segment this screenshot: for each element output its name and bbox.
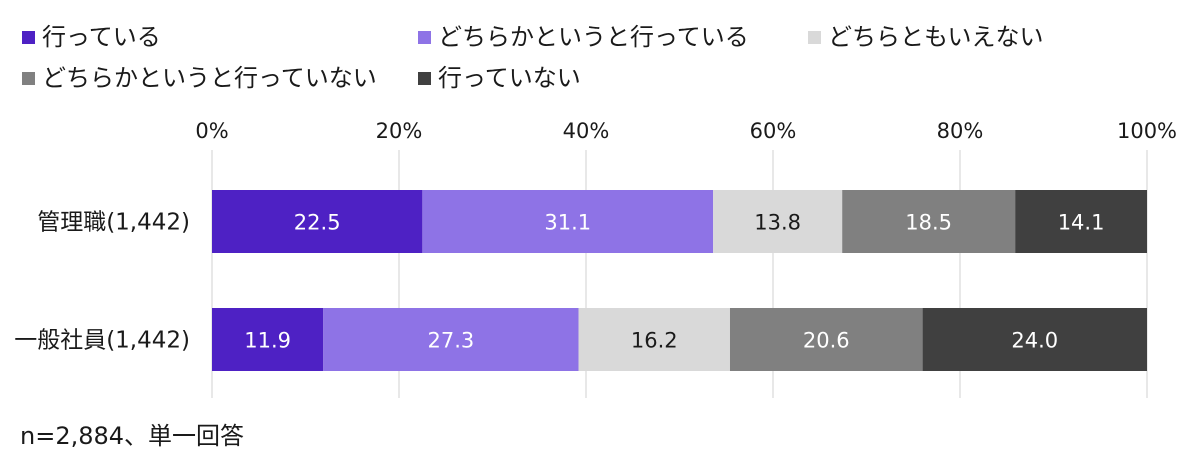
bar-segment-1-0 [212,308,324,371]
legend-swatch-3 [22,71,35,85]
bar-segment-1-1 [323,308,579,371]
legend-item-3: どちらかというと行っていない [22,63,377,93]
legend-label-3: どちらかというと行っていない [42,64,377,92]
legend-label-0: 行っている [42,23,161,51]
x-tick-label-4: 80% [937,119,984,143]
data-label-1-4: 24.0 [1011,329,1058,353]
legend-swatch-0 [22,30,35,44]
bar-segment-0-4 [1015,190,1147,253]
data-label-0-3: 18.5 [905,211,952,235]
x-tick-label-1: 20% [376,119,423,143]
data-label-1-2: 16.2 [631,329,678,353]
x-tick-label-3: 60% [750,119,797,143]
legend-swatch-4 [418,71,431,85]
bar-segment-0-1 [422,190,714,253]
bar-segment-1-2 [578,308,730,371]
bar-segment-0-0 [212,190,423,253]
data-label-0-0: 22.5 [294,211,341,235]
x-tick-label-0: 0% [195,119,228,143]
data-label-1-1: 27.3 [428,329,475,353]
data-label-0-2: 13.8 [754,211,801,235]
legend-item-2: どちらともいえない [808,22,1044,52]
legend-item-1: どちらかというと行っている [418,22,749,52]
footnote: n=2,884、単一回答 [20,422,245,450]
category-label-1: 一般社員(1,442) [14,328,190,354]
bar-segment-1-3 [729,308,923,371]
bar-segment-0-2 [713,190,843,253]
x-tick-label-2: 40% [563,119,610,143]
legend-item-0: 行っている [22,22,161,52]
data-label-0-1: 31.1 [544,211,591,235]
legend-label-2: どちらともいえない [828,23,1044,51]
legend-label-4: 行っていない [438,64,581,92]
category-label-0: 管理職(1,442) [37,210,190,236]
bar-segment-1-4 [922,308,1147,371]
x-tick-label-5: 100% [1117,119,1177,143]
legend-swatch-1 [418,30,431,44]
legend-label-1: どちらかというと行っている [438,23,749,51]
legend-swatch-2 [808,30,821,44]
data-label-1-0: 11.9 [244,329,291,353]
bar-segment-0-3 [842,190,1016,253]
data-label-0-4: 14.1 [1058,211,1105,235]
data-label-1-3: 20.6 [803,329,850,353]
legend-item-4: 行っていない [418,63,581,93]
